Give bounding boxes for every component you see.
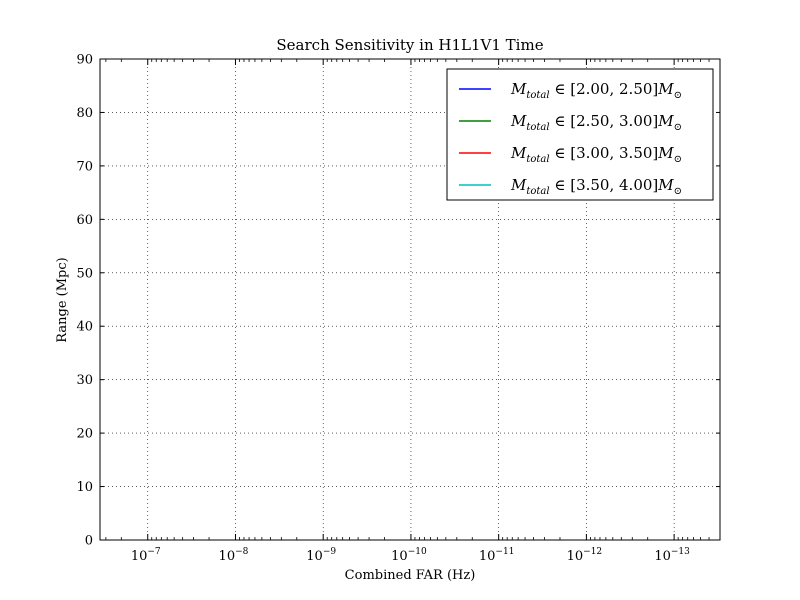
y-tick-label: 90: [76, 53, 93, 68]
x-tick-label: 10−7: [131, 547, 161, 564]
legend: Mtotal ∈ [2.00, 2.50]M⊙ Mtotal ∈ [2.50, 3…: [446, 68, 714, 201]
legend-label: Mtotal ∈ [3.00, 3.50]M⊙: [510, 144, 682, 165]
y-tick-label: 10: [76, 480, 93, 495]
legend-item: Mtotal ∈ [3.00, 3.50]M⊙: [459, 144, 682, 165]
y-tick-label: 60: [76, 213, 93, 228]
x-tick-label: 10−11: [479, 547, 515, 564]
x-tick-label: 10−8: [219, 547, 249, 564]
y-axis-label: Range (Mpc): [55, 257, 70, 342]
legend-item: Mtotal ∈ [2.50, 3.00]M⊙: [459, 112, 682, 133]
y-tick-label: 30: [76, 373, 93, 388]
legend-label: Mtotal ∈ [2.50, 3.00]M⊙: [510, 112, 682, 133]
y-tick-label: 80: [76, 106, 93, 121]
x-tick-label: 10−12: [567, 547, 603, 564]
x-axis-label: Combined FAR (Hz): [345, 568, 476, 583]
x-tick-label: 10−9: [306, 547, 336, 564]
axis-ticks: 0 10 20 30 40 50 60 70 80 90 10−7 10−8 10−9 10−10 10−1…: [76, 53, 720, 564]
x-tick-label: 10−13: [654, 547, 690, 564]
x-tick-label: 10−10: [391, 547, 427, 564]
legend-label: Mtotal ∈ [3.50, 4.00]M⊙: [510, 176, 682, 197]
legend-box: [446, 68, 714, 201]
y-tick-label: 20: [76, 427, 93, 442]
y-tick-label: 40: [76, 320, 93, 335]
y-tick-label: 70: [76, 159, 93, 174]
plot-frame: [99, 58, 721, 541]
y-tick-label: 0: [85, 534, 93, 549]
chart-title: Search Sensitivity in H1L1V1 Time: [276, 36, 543, 54]
legend-item: Mtotal ∈ [2.00, 2.50]M⊙: [459, 80, 682, 101]
y-tick-label: 50: [76, 266, 93, 281]
legend-item: Mtotal ∈ [3.50, 4.00]M⊙: [459, 176, 682, 197]
legend-label: Mtotal ∈ [2.00, 2.50]M⊙: [510, 80, 682, 101]
